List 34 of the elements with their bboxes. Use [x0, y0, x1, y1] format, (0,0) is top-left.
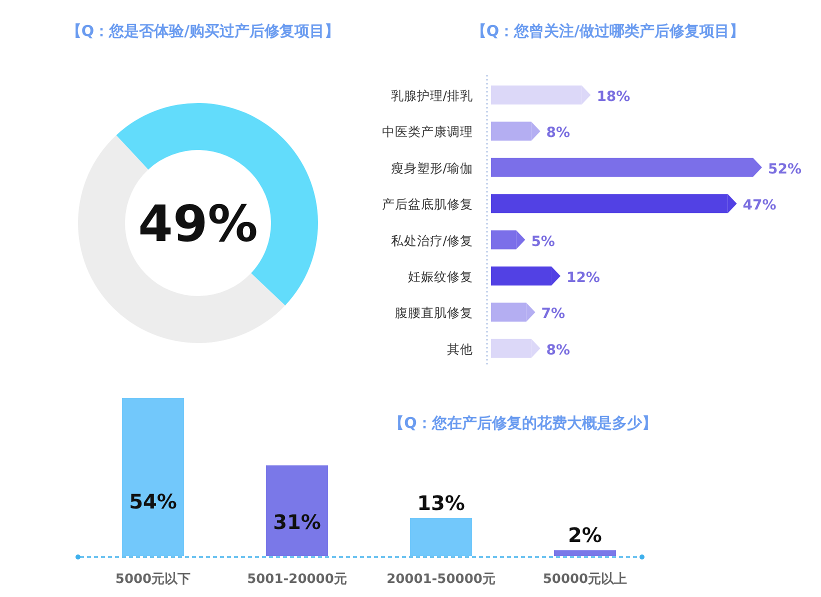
chart-title: 【Q：您曾关注/做过哪类产后修复项目】 — [471, 22, 745, 40]
data-label: 47% — [742, 198, 776, 214]
chart-title: 【Q：您是否体验/购买过产后修复项目】 — [66, 22, 340, 40]
text: 49% — [138, 195, 258, 253]
y-tick-label: 产后盆底肌修复 — [382, 196, 473, 212]
data-label: 12% — [566, 270, 600, 286]
data-label: 54% — [129, 490, 177, 514]
data-label: 5% — [531, 234, 555, 250]
bar — [410, 518, 472, 556]
bar — [554, 550, 616, 556]
data-label: 8% — [546, 125, 570, 142]
y-tick-label: 乳腺护理/排乳 — [390, 88, 473, 103]
donut-slice — [116, 103, 318, 306]
y-tick-label: 中医类产康调理 — [382, 124, 473, 140]
data-label: 52% — [768, 161, 802, 178]
x-tick-label: 20001-50000元 — [386, 572, 496, 587]
data-label: 2% — [568, 523, 602, 548]
data-label: 8% — [546, 342, 570, 358]
x-tick-label: 5001-20000元 — [247, 572, 347, 587]
bar — [266, 465, 328, 556]
y-tick-label: 其他 — [447, 341, 473, 356]
x-tick-label: 5000元以下 — [115, 572, 191, 587]
bar — [122, 398, 184, 556]
data-label: 18% — [596, 89, 630, 105]
donut-slice — [78, 135, 286, 343]
y-tick-label: 瘦身塑形/瑜伽 — [390, 160, 473, 176]
text: 【Q：您在产后修复的花费大概是多少】 — [389, 414, 657, 432]
y-tick-label: 私处治疗/修复 — [390, 232, 473, 248]
data-label: 13% — [417, 490, 465, 515]
data-label: 7% — [541, 306, 566, 322]
x-tick-label: 50000元以上 — [542, 572, 628, 587]
y-tick-label: 妊娠纹修复 — [408, 269, 473, 284]
y-tick-label: 腹腰直肌修复 — [395, 305, 473, 320]
data-label: 31% — [273, 510, 321, 534]
